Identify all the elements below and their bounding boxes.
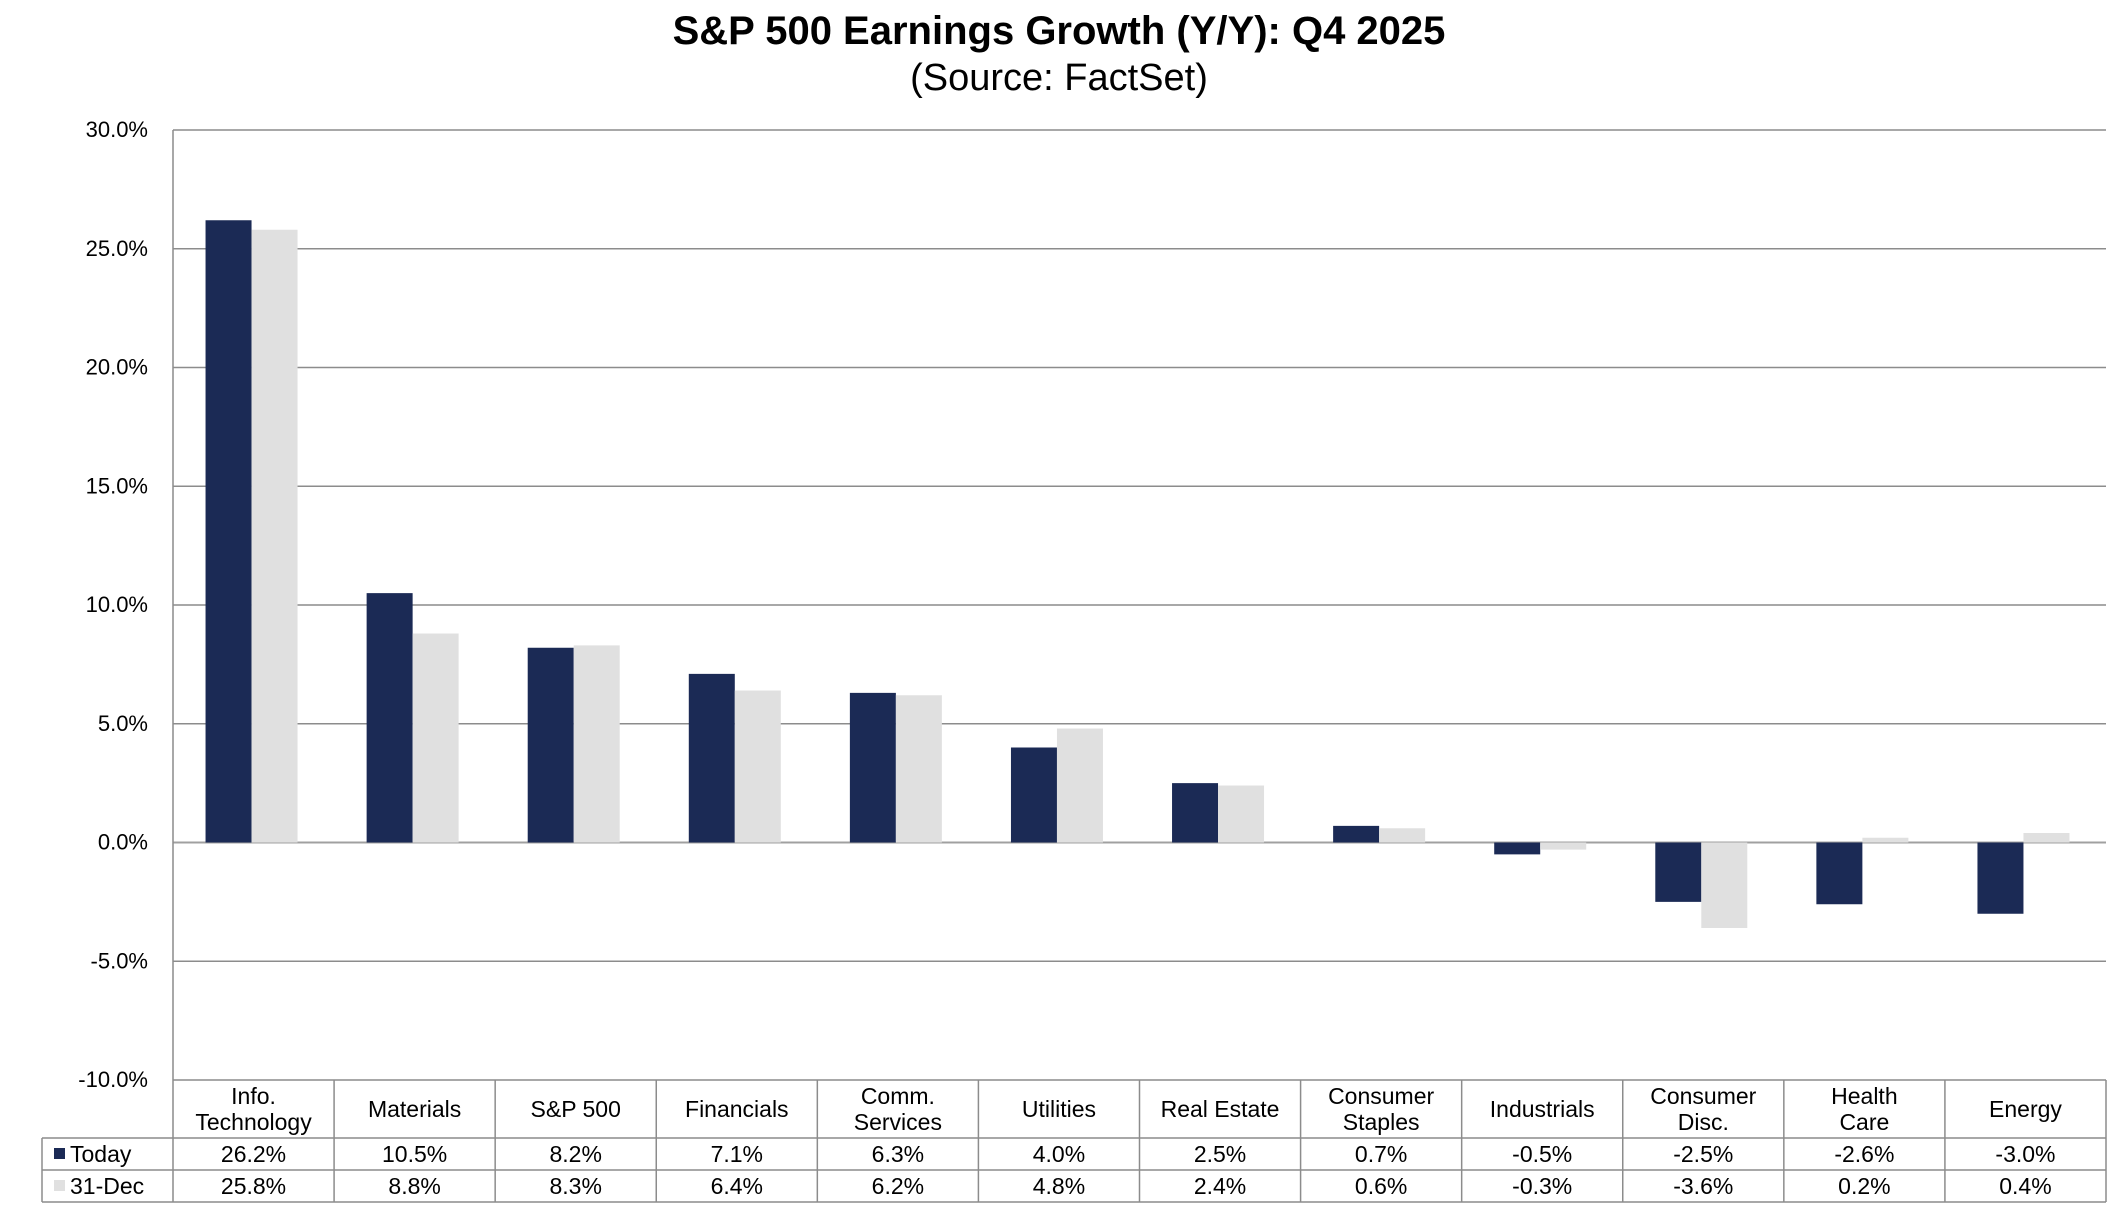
data-table-value: 25.8% xyxy=(221,1173,286,1199)
data-table-value: 4.0% xyxy=(1033,1141,1085,1167)
legend-label: Today xyxy=(70,1141,132,1167)
bar-31-dec-3 xyxy=(734,690,781,843)
data-table-value: 2.4% xyxy=(1194,1173,1246,1199)
plot-area: 30.0% 25.0% 20.0% 15.0% 10.0% 5.0% 0.0% -5.0% -1… xyxy=(41,117,2107,1203)
bar-31-dec-11 xyxy=(2023,833,2070,843)
chart-subtitle: (Source: FactSet) xyxy=(910,57,1208,99)
data-table-value: -2.5% xyxy=(1673,1141,1733,1167)
data-table-value: -2.6% xyxy=(1834,1141,1894,1167)
y-tick-label: 20.0% xyxy=(86,355,148,380)
bar-31-dec-0 xyxy=(251,229,298,843)
data-table-value: 8.8% xyxy=(388,1173,440,1199)
data-table-value: 2.5% xyxy=(1194,1141,1246,1167)
category-label: S&P 500 xyxy=(531,1096,621,1122)
category-label: Health xyxy=(1831,1083,1897,1109)
category-label: Technology xyxy=(195,1109,312,1135)
y-tick-label: 25.0% xyxy=(86,236,148,261)
bar-31-dec-8 xyxy=(1540,842,1587,850)
bar-31-dec-2 xyxy=(573,645,620,843)
data-table-value: 4.8% xyxy=(1033,1173,1085,1199)
category-label: Real Estate xyxy=(1161,1096,1280,1122)
category-label: Services xyxy=(854,1109,942,1135)
category-label: Materials xyxy=(368,1096,461,1122)
bar-31-dec-7 xyxy=(1379,828,1426,843)
data-table-value: 0.2% xyxy=(1838,1173,1890,1199)
data-table-value: -0.5% xyxy=(1512,1141,1572,1167)
data-table-value: -3.0% xyxy=(1995,1141,2055,1167)
data-table-value: 6.4% xyxy=(711,1173,763,1199)
data-table-value: 10.5% xyxy=(382,1141,447,1167)
category-label: Disc. xyxy=(1678,1109,1729,1135)
y-tick-label: 15.0% xyxy=(86,473,148,498)
category-label: Staples xyxy=(1343,1109,1420,1135)
y-tick-label: -10.0% xyxy=(78,1067,148,1092)
bar-today-5 xyxy=(1010,747,1057,843)
y-tick-label: 5.0% xyxy=(98,711,148,736)
data-table-value: 6.2% xyxy=(872,1173,924,1199)
y-tick-label: 10.0% xyxy=(86,592,148,617)
data-table-value: -3.6% xyxy=(1673,1173,1733,1199)
bar-today-8 xyxy=(1494,842,1541,855)
data-table-value: 0.4% xyxy=(1999,1173,2051,1199)
bar-31-dec-5 xyxy=(1056,728,1103,843)
data-table-value: 0.7% xyxy=(1355,1141,1407,1167)
data-table-value: 26.2% xyxy=(221,1141,286,1167)
bar-today-1 xyxy=(366,593,413,843)
category-label: Care xyxy=(1839,1109,1889,1135)
bar-today-10 xyxy=(1816,842,1863,905)
data-table-value: 6.3% xyxy=(872,1141,924,1167)
data-table-value: -0.3% xyxy=(1512,1173,1572,1199)
category-label: Comm. xyxy=(861,1083,935,1109)
category-label: Industrials xyxy=(1490,1096,1595,1122)
legend-swatch xyxy=(54,1180,65,1191)
category-label: Utilities xyxy=(1022,1096,1096,1122)
bar-today-3 xyxy=(688,673,735,843)
data-table-value: 0.6% xyxy=(1355,1173,1407,1199)
bar-today-0 xyxy=(205,220,252,843)
chart-title: S&P 500 Earnings Growth (Y/Y): Q4 2025 xyxy=(673,9,1446,53)
y-tick-label: 0.0% xyxy=(98,830,148,855)
bar-today-9 xyxy=(1655,842,1702,902)
bar-31-dec-1 xyxy=(412,633,459,843)
bar-today-11 xyxy=(1977,842,2024,914)
bar-today-7 xyxy=(1333,825,1380,843)
y-tick-label: 30.0% xyxy=(86,117,148,142)
category-label: Info. xyxy=(231,1083,276,1109)
data-table-value: 8.2% xyxy=(549,1141,601,1167)
category-label: Financials xyxy=(685,1096,789,1122)
data-table-value: 7.1% xyxy=(711,1141,763,1167)
bar-today-4 xyxy=(849,692,896,843)
bar-today-2 xyxy=(527,647,574,843)
data-table-value: 8.3% xyxy=(549,1173,601,1199)
legend-label: 31-Dec xyxy=(70,1173,144,1199)
bar-31-dec-10 xyxy=(1862,837,1909,843)
bar-today-6 xyxy=(1172,783,1219,843)
bar-31-dec-4 xyxy=(895,695,942,843)
category-label: Consumer xyxy=(1650,1083,1756,1109)
category-label: Consumer xyxy=(1328,1083,1434,1109)
category-label: Energy xyxy=(1989,1096,2062,1122)
bar-31-dec-9 xyxy=(1701,842,1748,928)
y-tick-label: -5.0% xyxy=(91,948,148,973)
bar-31-dec-6 xyxy=(1218,785,1265,843)
legend-swatch xyxy=(54,1148,65,1159)
